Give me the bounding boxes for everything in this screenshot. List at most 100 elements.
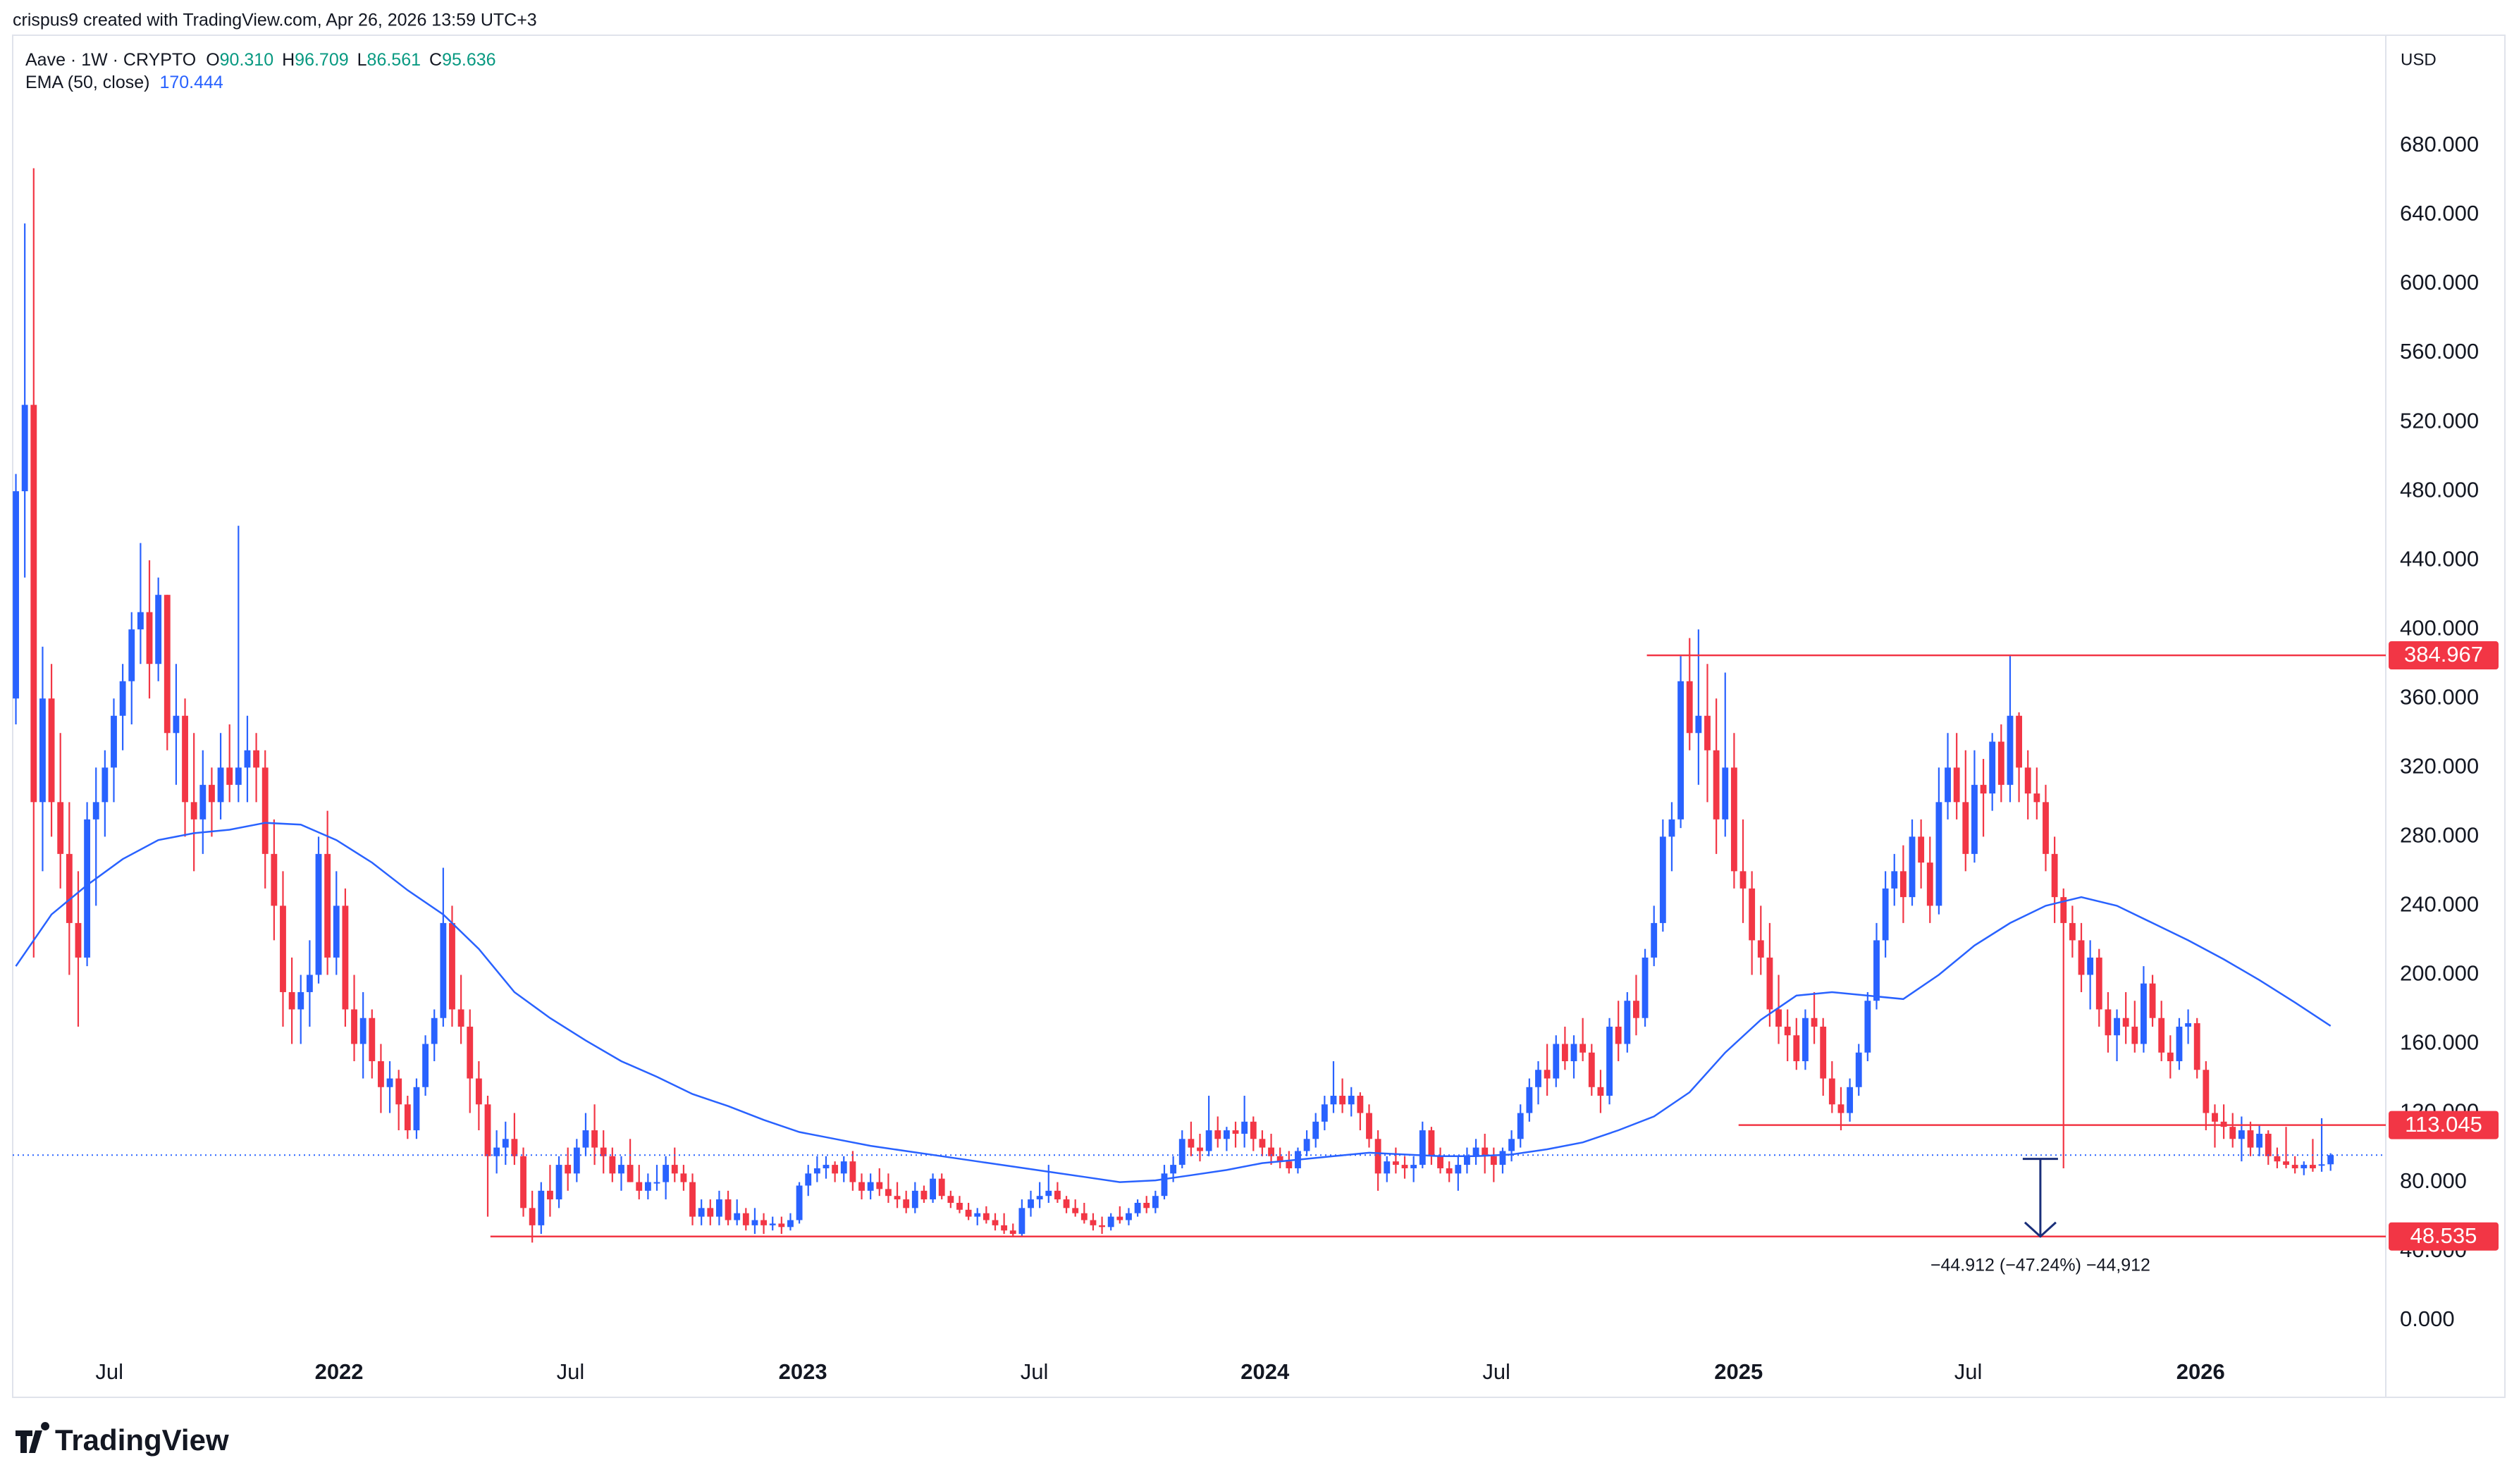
- candle: [591, 1104, 598, 1165]
- y-tick-label: 360.000: [2400, 684, 2479, 709]
- candle: [1490, 1147, 1497, 1182]
- candle-body: [359, 1018, 367, 1044]
- measure-arrowhead: [2024, 1221, 2057, 1238]
- candle-body: [1303, 1139, 1310, 1151]
- candle: [111, 698, 117, 803]
- x-tick-label: 2022: [315, 1359, 364, 1384]
- candle: [930, 1173, 936, 1203]
- candle-body: [1971, 784, 1978, 854]
- candle: [751, 1208, 758, 1235]
- candle-body: [1339, 1096, 1346, 1105]
- candle: [965, 1202, 972, 1220]
- candle-body: [2291, 1165, 2298, 1168]
- candle: [1080, 1202, 1088, 1224]
- candle: [1704, 664, 1711, 803]
- level-badge: [2389, 1222, 2499, 1251]
- ohlc-prefix: H: [282, 50, 295, 70]
- candle: [823, 1156, 830, 1179]
- candle-body: [1250, 1121, 1257, 1139]
- candle-body: [1259, 1139, 1266, 1148]
- candle-body: [13, 491, 19, 699]
- candle: [1837, 1087, 1844, 1131]
- candle: [600, 1130, 607, 1174]
- x-tick-label: 2025: [1714, 1359, 1763, 1384]
- candle-body: [903, 1199, 910, 1208]
- candle: [467, 1009, 474, 1113]
- level-badge: [2389, 641, 2499, 670]
- y-tick-label: 640.000: [2400, 201, 2479, 225]
- candle: [457, 975, 464, 1044]
- candle: [565, 1147, 572, 1191]
- candle-body: [2051, 853, 2058, 898]
- candle-body: [1588, 1052, 1595, 1087]
- candle-body: [1659, 836, 1666, 923]
- candle-body: [1989, 741, 1996, 794]
- candle: [1899, 845, 1907, 923]
- candle-body: [1606, 1026, 1613, 1096]
- candle-body: [1116, 1216, 1123, 1220]
- candle-body: [2185, 1023, 2192, 1027]
- candle: [306, 940, 313, 1027]
- candle-body: [1864, 1001, 1871, 1053]
- candle-body: [974, 1213, 981, 1217]
- candle: [947, 1190, 954, 1208]
- x-tick-label: 2023: [779, 1359, 827, 1384]
- candle-body: [565, 1165, 572, 1174]
- candle: [1205, 1096, 1212, 1156]
- candle: [333, 871, 340, 975]
- candle: [2122, 991, 2129, 1044]
- candle-body: [823, 1165, 830, 1168]
- candle: [707, 1199, 714, 1225]
- candle: [1784, 1009, 1791, 1062]
- candle: [2193, 1018, 2200, 1079]
- candle: [1989, 733, 1996, 811]
- candle-body: [1099, 1225, 1105, 1228]
- candle: [1134, 1199, 1141, 1217]
- candle-body: [582, 1130, 589, 1148]
- candle-body: [1633, 1001, 1639, 1018]
- candle: [1535, 1061, 1541, 1105]
- candle-body: [1935, 802, 1942, 906]
- candle: [1437, 1147, 1443, 1174]
- candle: [1161, 1165, 1168, 1200]
- candle-body: [1241, 1121, 1248, 1134]
- candle: [1223, 1127, 1230, 1151]
- candle-body: [1028, 1199, 1034, 1208]
- candle: [1615, 1001, 1622, 1062]
- candle: [653, 1165, 660, 1191]
- candle-body: [573, 1147, 580, 1174]
- candle-body: [182, 715, 188, 803]
- candle: [244, 715, 251, 803]
- candle-body: [1080, 1213, 1088, 1220]
- candle: [1178, 1130, 1185, 1168]
- candle-body: [760, 1220, 767, 1225]
- y-tick-label: 440.000: [2400, 546, 2479, 571]
- candle: [386, 1061, 393, 1113]
- candle-body: [1837, 1104, 1844, 1113]
- candle-body: [92, 802, 99, 820]
- candle: [1633, 975, 1639, 1036]
- y-tick-label: 160.000: [2400, 1030, 2479, 1055]
- candle: [1909, 819, 1916, 906]
- candle-body: [369, 1018, 376, 1062]
- candle: [1464, 1147, 1470, 1174]
- candle: [769, 1216, 776, 1231]
- candle: [101, 750, 109, 837]
- y-tick-label: 520.000: [2400, 408, 2479, 433]
- candle: [280, 871, 286, 1027]
- candle: [484, 1096, 491, 1217]
- ohlc-prefix: O: [206, 50, 219, 70]
- candle: [1891, 853, 1898, 906]
- candle-body: [1197, 1147, 1203, 1151]
- candle: [324, 810, 331, 975]
- candle: [2087, 940, 2094, 1010]
- candle-body: [1464, 1156, 1470, 1165]
- plot: [13, 168, 2334, 1243]
- candle: [547, 1165, 553, 1217]
- candle-body: [66, 853, 73, 923]
- candle: [413, 1078, 420, 1139]
- candle-body: [1704, 715, 1711, 750]
- candle: [342, 888, 349, 1027]
- candle-body: [1766, 957, 1773, 1010]
- candle-body: [30, 404, 37, 803]
